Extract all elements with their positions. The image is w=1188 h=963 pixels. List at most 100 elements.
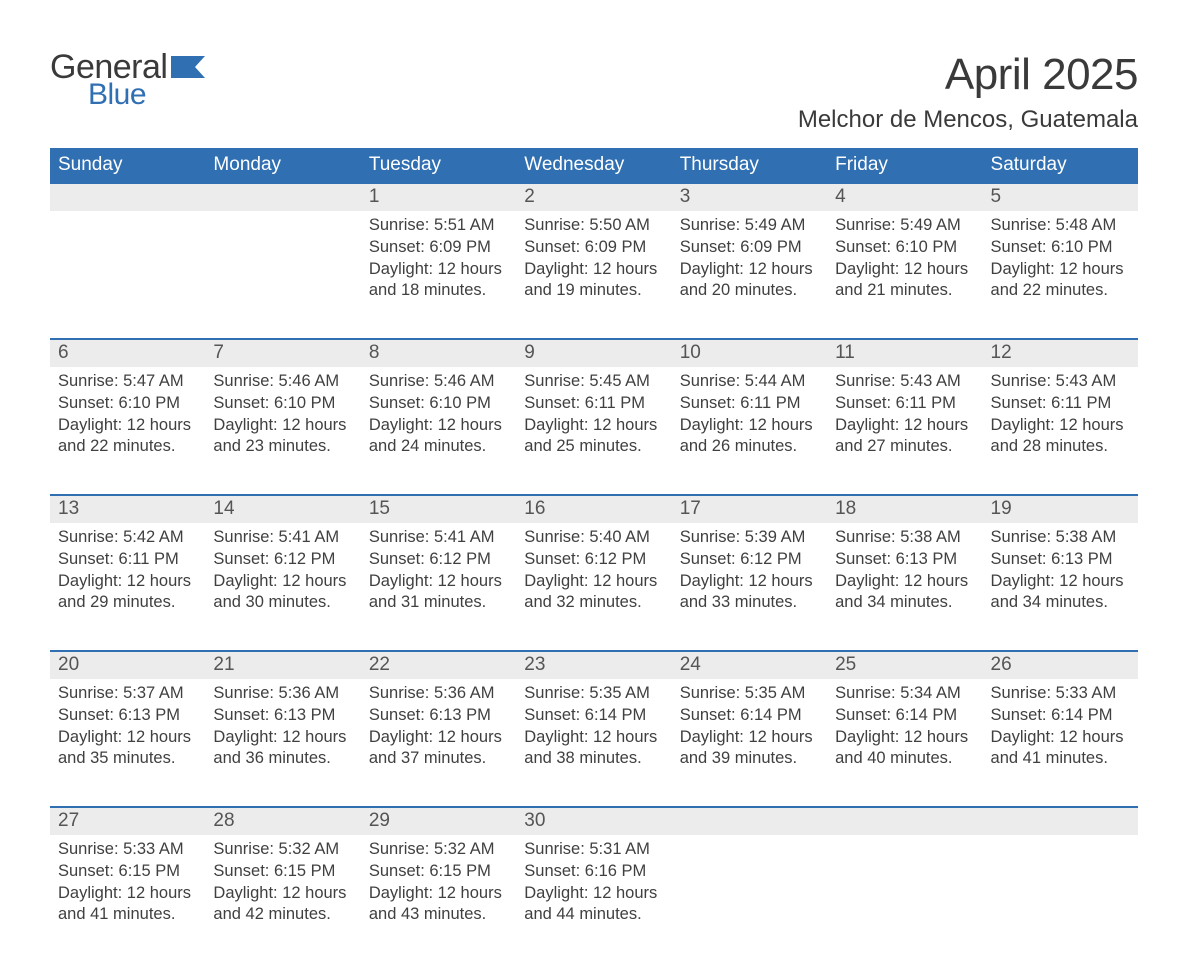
sunrise-text: Sunrise: 5:47 AM <box>58 371 197 393</box>
sunset-text: Sunset: 6:10 PM <box>991 237 1130 259</box>
day-number-cell: 24 <box>672 651 827 679</box>
daylight-text-2: and 41 minutes. <box>991 748 1130 770</box>
day-content-cell: Sunrise: 5:47 AMSunset: 6:10 PMDaylight:… <box>50 367 205 495</box>
daylight-text-2: and 39 minutes. <box>680 748 819 770</box>
day-number-cell: 12 <box>983 339 1138 367</box>
sunrise-text: Sunrise: 5:45 AM <box>524 371 663 393</box>
daylight-text-1: Daylight: 12 hours <box>991 259 1130 281</box>
day-header: Tuesday <box>361 148 516 184</box>
day-content-cell <box>983 835 1138 963</box>
sunset-text: Sunset: 6:09 PM <box>524 237 663 259</box>
daylight-text-1: Daylight: 12 hours <box>524 259 663 281</box>
sunrise-text: Sunrise: 5:50 AM <box>524 215 663 237</box>
sunset-text: Sunset: 6:14 PM <box>835 705 974 727</box>
daylight-text-1: Daylight: 12 hours <box>835 415 974 437</box>
day-number-cell: 21 <box>205 651 360 679</box>
sunset-text: Sunset: 6:13 PM <box>58 705 197 727</box>
sunrise-text: Sunrise: 5:32 AM <box>369 839 508 861</box>
day-number-cell: 11 <box>827 339 982 367</box>
sunrise-text: Sunrise: 5:35 AM <box>524 683 663 705</box>
sunrise-text: Sunrise: 5:41 AM <box>369 527 508 549</box>
sunset-text: Sunset: 6:12 PM <box>680 549 819 571</box>
day-content-cell: Sunrise: 5:36 AMSunset: 6:13 PMDaylight:… <box>205 679 360 807</box>
sunset-text: Sunset: 6:10 PM <box>58 393 197 415</box>
sunrise-text: Sunrise: 5:43 AM <box>991 371 1130 393</box>
day-number-cell <box>672 807 827 835</box>
sunset-text: Sunset: 6:11 PM <box>991 393 1130 415</box>
daylight-text-1: Daylight: 12 hours <box>524 415 663 437</box>
sunset-text: Sunset: 6:15 PM <box>369 861 508 883</box>
day-content-cell: Sunrise: 5:44 AMSunset: 6:11 PMDaylight:… <box>672 367 827 495</box>
sunset-text: Sunset: 6:11 PM <box>680 393 819 415</box>
day-number-cell: 18 <box>827 495 982 523</box>
day-number-cell: 16 <box>516 495 671 523</box>
day-content-cell: Sunrise: 5:38 AMSunset: 6:13 PMDaylight:… <box>827 523 982 651</box>
sunrise-text: Sunrise: 5:33 AM <box>991 683 1130 705</box>
week-daynum-row: 27282930 <box>50 807 1138 835</box>
sunrise-text: Sunrise: 5:36 AM <box>369 683 508 705</box>
daylight-text-1: Daylight: 12 hours <box>835 727 974 749</box>
week-content-row: Sunrise: 5:51 AMSunset: 6:09 PMDaylight:… <box>50 211 1138 339</box>
daylight-text-2: and 44 minutes. <box>524 904 663 926</box>
day-number-cell: 17 <box>672 495 827 523</box>
day-header: Wednesday <box>516 148 671 184</box>
day-header: Friday <box>827 148 982 184</box>
day-content-cell: Sunrise: 5:33 AMSunset: 6:15 PMDaylight:… <box>50 835 205 963</box>
day-number-cell <box>50 184 205 211</box>
day-number-cell: 25 <box>827 651 982 679</box>
daylight-text-2: and 36 minutes. <box>213 748 352 770</box>
daylight-text-2: and 41 minutes. <box>58 904 197 926</box>
day-content-cell: Sunrise: 5:46 AMSunset: 6:10 PMDaylight:… <box>361 367 516 495</box>
daylight-text-1: Daylight: 12 hours <box>58 415 197 437</box>
daylight-text-1: Daylight: 12 hours <box>369 571 508 593</box>
daylight-text-2: and 38 minutes. <box>524 748 663 770</box>
day-number-cell <box>205 184 360 211</box>
day-content-cell: Sunrise: 5:35 AMSunset: 6:14 PMDaylight:… <box>672 679 827 807</box>
daylight-text-1: Daylight: 12 hours <box>680 727 819 749</box>
flag-icon <box>171 56 205 78</box>
daylight-text-1: Daylight: 12 hours <box>369 883 508 905</box>
sunset-text: Sunset: 6:14 PM <box>680 705 819 727</box>
page-header: General Blue April 2025 Melchor de Menco… <box>50 50 1138 134</box>
sunset-text: Sunset: 6:13 PM <box>369 705 508 727</box>
calendar-table: SundayMondayTuesdayWednesdayThursdayFrid… <box>50 148 1138 963</box>
daylight-text-2: and 40 minutes. <box>835 748 974 770</box>
day-number-cell: 19 <box>983 495 1138 523</box>
day-number-cell: 4 <box>827 184 982 211</box>
daylight-text-2: and 33 minutes. <box>680 592 819 614</box>
sunset-text: Sunset: 6:11 PM <box>58 549 197 571</box>
day-content-cell <box>50 211 205 339</box>
sunset-text: Sunset: 6:12 PM <box>524 549 663 571</box>
daylight-text-2: and 26 minutes. <box>680 436 819 458</box>
day-content-cell: Sunrise: 5:42 AMSunset: 6:11 PMDaylight:… <box>50 523 205 651</box>
day-number-cell: 14 <box>205 495 360 523</box>
sunrise-text: Sunrise: 5:49 AM <box>835 215 974 237</box>
sunrise-text: Sunrise: 5:51 AM <box>369 215 508 237</box>
day-number-cell: 20 <box>50 651 205 679</box>
week-daynum-row: 6789101112 <box>50 339 1138 367</box>
daylight-text-1: Daylight: 12 hours <box>524 883 663 905</box>
day-content-cell: Sunrise: 5:40 AMSunset: 6:12 PMDaylight:… <box>516 523 671 651</box>
sunrise-text: Sunrise: 5:32 AM <box>213 839 352 861</box>
day-header: Monday <box>205 148 360 184</box>
day-content-cell: Sunrise: 5:43 AMSunset: 6:11 PMDaylight:… <box>983 367 1138 495</box>
day-content-cell: Sunrise: 5:37 AMSunset: 6:13 PMDaylight:… <box>50 679 205 807</box>
daylight-text-1: Daylight: 12 hours <box>524 727 663 749</box>
daylight-text-2: and 31 minutes. <box>369 592 508 614</box>
daylight-text-1: Daylight: 12 hours <box>991 727 1130 749</box>
daylight-text-1: Daylight: 12 hours <box>835 259 974 281</box>
day-content-cell: Sunrise: 5:48 AMSunset: 6:10 PMDaylight:… <box>983 211 1138 339</box>
sunrise-text: Sunrise: 5:34 AM <box>835 683 974 705</box>
daylight-text-1: Daylight: 12 hours <box>58 727 197 749</box>
daylight-text-1: Daylight: 12 hours <box>369 727 508 749</box>
day-content-cell: Sunrise: 5:32 AMSunset: 6:15 PMDaylight:… <box>361 835 516 963</box>
page-title: April 2025 <box>798 50 1138 100</box>
day-content-cell <box>205 211 360 339</box>
sunset-text: Sunset: 6:09 PM <box>369 237 508 259</box>
daylight-text-1: Daylight: 12 hours <box>524 571 663 593</box>
day-number-cell: 9 <box>516 339 671 367</box>
brand-logo: General Blue <box>50 50 205 112</box>
sunrise-text: Sunrise: 5:42 AM <box>58 527 197 549</box>
daylight-text-1: Daylight: 12 hours <box>58 883 197 905</box>
daylight-text-2: and 37 minutes. <box>369 748 508 770</box>
